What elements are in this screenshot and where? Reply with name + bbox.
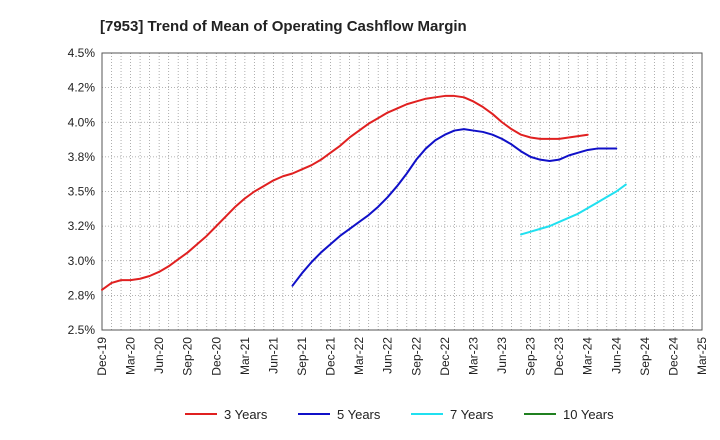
x-tick-label: Jun-20	[152, 337, 166, 374]
legend-label-7-years: 7 Years	[450, 407, 494, 422]
x-tick-label: Mar-21	[238, 337, 252, 375]
x-tick-label: Dec-22	[438, 337, 452, 376]
x-tick-label: Sep-20	[181, 337, 195, 376]
legend-label-3-years: 3 Years	[224, 407, 268, 422]
plot-border	[101, 52, 703, 331]
series-line-5-years	[291, 128, 618, 287]
x-tick-label: Mar-20	[124, 337, 138, 375]
x-tick-label: Mar-22	[352, 337, 366, 375]
x-tick-label: Jun-21	[266, 337, 280, 374]
x-tick-label: Mar-23	[466, 337, 480, 375]
y-tick-label: 2.5%	[68, 323, 96, 337]
x-tick-label: Sep-21	[295, 337, 309, 376]
x-tick-label: Dec-24	[666, 337, 680, 376]
x-tick-label: Jun-23	[495, 337, 509, 374]
x-tick-label: Sep-22	[409, 337, 423, 376]
x-tick-label: Dec-20	[209, 337, 223, 376]
x-tick-label: Mar-24	[581, 337, 595, 375]
chart-title: [7953] Trend of Mean of Operating Cashfl…	[100, 18, 467, 35]
axes	[101, 52, 703, 331]
legend-label-10-years: 10 Years	[563, 407, 614, 422]
x-tick-label: Dec-19	[95, 337, 109, 376]
x-tick-labels: Dec-19 Mar-20 Jun-20 Sep-20 Dec-20 Mar-21 Jun-…	[95, 337, 709, 376]
y-tick-label: 4.2%	[68, 81, 96, 95]
series-lines	[101, 94, 627, 291]
x-tick-label: Dec-23	[552, 337, 566, 376]
x-tick-label: Dec-21	[324, 337, 338, 376]
y-tick-label: 2.8%	[68, 288, 96, 302]
y-tick-labels: 2.5% 2.8% 3.0% 3.2% 3.5% 3.8% 4.0% 4.2% 4.5%	[68, 46, 96, 337]
y-tick-label: 3.0%	[68, 254, 96, 268]
y-tick-label: 4.5%	[68, 46, 96, 60]
x-tick-label: Jun-24	[609, 337, 623, 374]
legend: 3 Years 5 Years 7 Years 10 Years	[185, 407, 614, 422]
y-tick-label: 4.0%	[68, 115, 96, 129]
y-tick-label: 3.5%	[68, 185, 96, 199]
legend-label-5-years: 5 Years	[337, 407, 381, 422]
x-tick-label: Mar-25	[695, 337, 709, 375]
x-tick-label: Sep-24	[638, 337, 652, 376]
series-line-3-years	[101, 94, 589, 291]
y-tick-label: 3.8%	[68, 150, 96, 164]
x-tick-label: Sep-23	[524, 337, 538, 376]
series-line-7-years	[520, 183, 627, 236]
y-tick-label: 3.2%	[68, 219, 96, 233]
x-tick-label: Jun-22	[381, 337, 395, 374]
